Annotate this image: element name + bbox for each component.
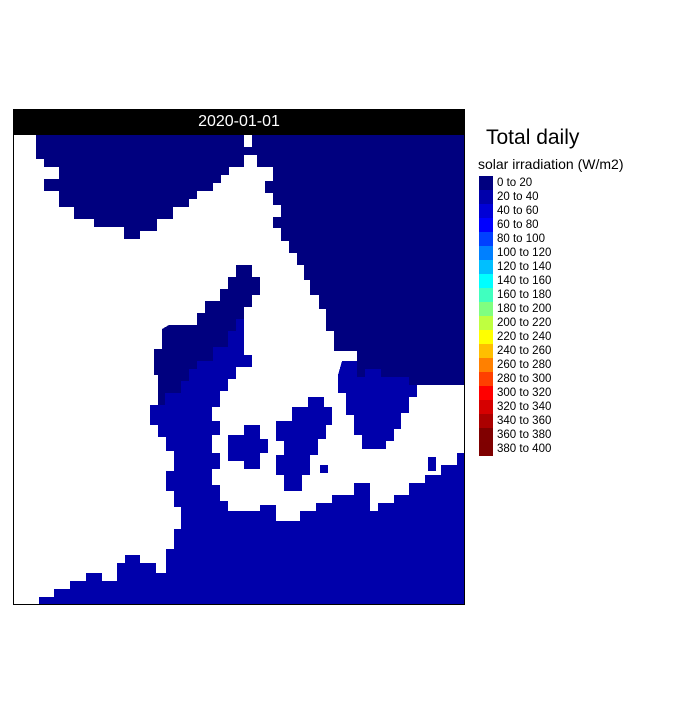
legend-swatch <box>479 316 493 330</box>
raster-pixel-b <box>284 465 292 475</box>
legend: Total daily solar irradiation (W/m2) 0 t… <box>476 124 681 456</box>
map-panel: 2020-01-01 <box>13 109 465 605</box>
legend-label: 360 to 380 <box>497 429 552 441</box>
raster-pixel-c <box>320 465 328 473</box>
raster-region-20-to-40-zealand <box>276 397 332 491</box>
legend-item: 180 to 200 <box>476 302 681 316</box>
legend-swatch <box>479 260 493 274</box>
legend-swatch <box>479 288 493 302</box>
raster-map <box>36 135 464 604</box>
panel-strip-title: 2020-01-01 <box>13 109 465 134</box>
legend-label: 380 to 400 <box>497 443 552 455</box>
legend-swatch <box>479 386 493 400</box>
legend-swatch <box>479 344 493 358</box>
legend-swatch <box>479 176 493 190</box>
legend-item: 160 to 180 <box>476 288 681 302</box>
legend-swatch <box>479 274 493 288</box>
legend-label: 160 to 180 <box>497 289 552 301</box>
legend-label: 260 to 280 <box>497 359 552 371</box>
legend-item: 280 to 300 <box>476 372 681 386</box>
legend-item: 240 to 260 <box>476 344 681 358</box>
legend-label: 60 to 80 <box>497 219 539 231</box>
legend-swatch <box>479 414 493 428</box>
legend-swatch <box>479 442 493 456</box>
legend-label: 300 to 320 <box>497 387 552 399</box>
legend-swatch <box>479 218 493 232</box>
legend-label: 220 to 240 <box>497 331 552 343</box>
legend-item: 60 to 80 <box>476 218 681 232</box>
legend-label: 180 to 200 <box>497 303 552 315</box>
legend-item: 340 to 360 <box>476 414 681 428</box>
legend-swatch <box>479 428 493 442</box>
legend-item: 40 to 60 <box>476 204 681 218</box>
legend-label: 120 to 140 <box>497 261 552 273</box>
legend-swatch <box>479 400 493 414</box>
legend-swatch <box>479 330 493 344</box>
legend-label: 0 to 20 <box>497 177 533 189</box>
legend-swatch <box>479 190 493 204</box>
legend-item: 300 to 320 <box>476 386 681 400</box>
legend-item: 20 to 40 <box>476 190 681 204</box>
legend-swatch <box>479 232 493 246</box>
raster-region-20-to-40-funen <box>228 425 268 469</box>
legend-swatch <box>479 358 493 372</box>
legend-label: 100 to 120 <box>497 247 552 259</box>
legend-item: 380 to 400 <box>476 442 681 456</box>
raster-region-0-to-20-jutland <box>154 265 260 405</box>
legend-swatch <box>479 302 493 316</box>
raster-region-20-to-40-sweden <box>338 361 417 449</box>
raster-region-20-to-40-south <box>39 319 464 604</box>
legend-item: 120 to 140 <box>476 260 681 274</box>
legend-item: 100 to 120 <box>476 246 681 260</box>
legend-item: 260 to 280 <box>476 358 681 372</box>
legend-label: 340 to 360 <box>497 415 552 427</box>
legend-swatch <box>479 204 493 218</box>
legend-swatch <box>479 372 493 386</box>
legend-item: 0 to 20 <box>476 176 681 190</box>
legend-item: 360 to 380 <box>476 428 681 442</box>
legend-label: 240 to 260 <box>497 345 552 357</box>
legend-label: 200 to 220 <box>497 317 552 329</box>
raster-region-0-to-20-north <box>36 135 464 385</box>
legend-item: 200 to 220 <box>476 316 681 330</box>
legend-label: 20 to 40 <box>497 191 539 203</box>
legend-item: 140 to 160 <box>476 274 681 288</box>
legend-label: 280 to 300 <box>497 373 552 385</box>
legend-label: 320 to 340 <box>497 401 552 413</box>
raster-island-bornholm <box>428 457 436 471</box>
raster-pixel-a <box>244 275 252 283</box>
map-frame <box>13 134 465 605</box>
legend-swatch <box>479 246 493 260</box>
legend-label: 80 to 100 <box>497 233 545 245</box>
legend-item: 320 to 340 <box>476 400 681 414</box>
legend-label: 140 to 160 <box>497 275 552 287</box>
legend-subtitle: solar irradiation (W/m2) <box>478 156 624 172</box>
legend-items: 0 to 20 20 to 40 40 to 60 60 to 80 80 to 100… <box>476 176 681 456</box>
legend-title: Total daily <box>486 126 580 149</box>
legend-item: 220 to 240 <box>476 330 681 344</box>
legend-label: 40 to 60 <box>497 205 539 217</box>
legend-item: 80 to 100 <box>476 232 681 246</box>
